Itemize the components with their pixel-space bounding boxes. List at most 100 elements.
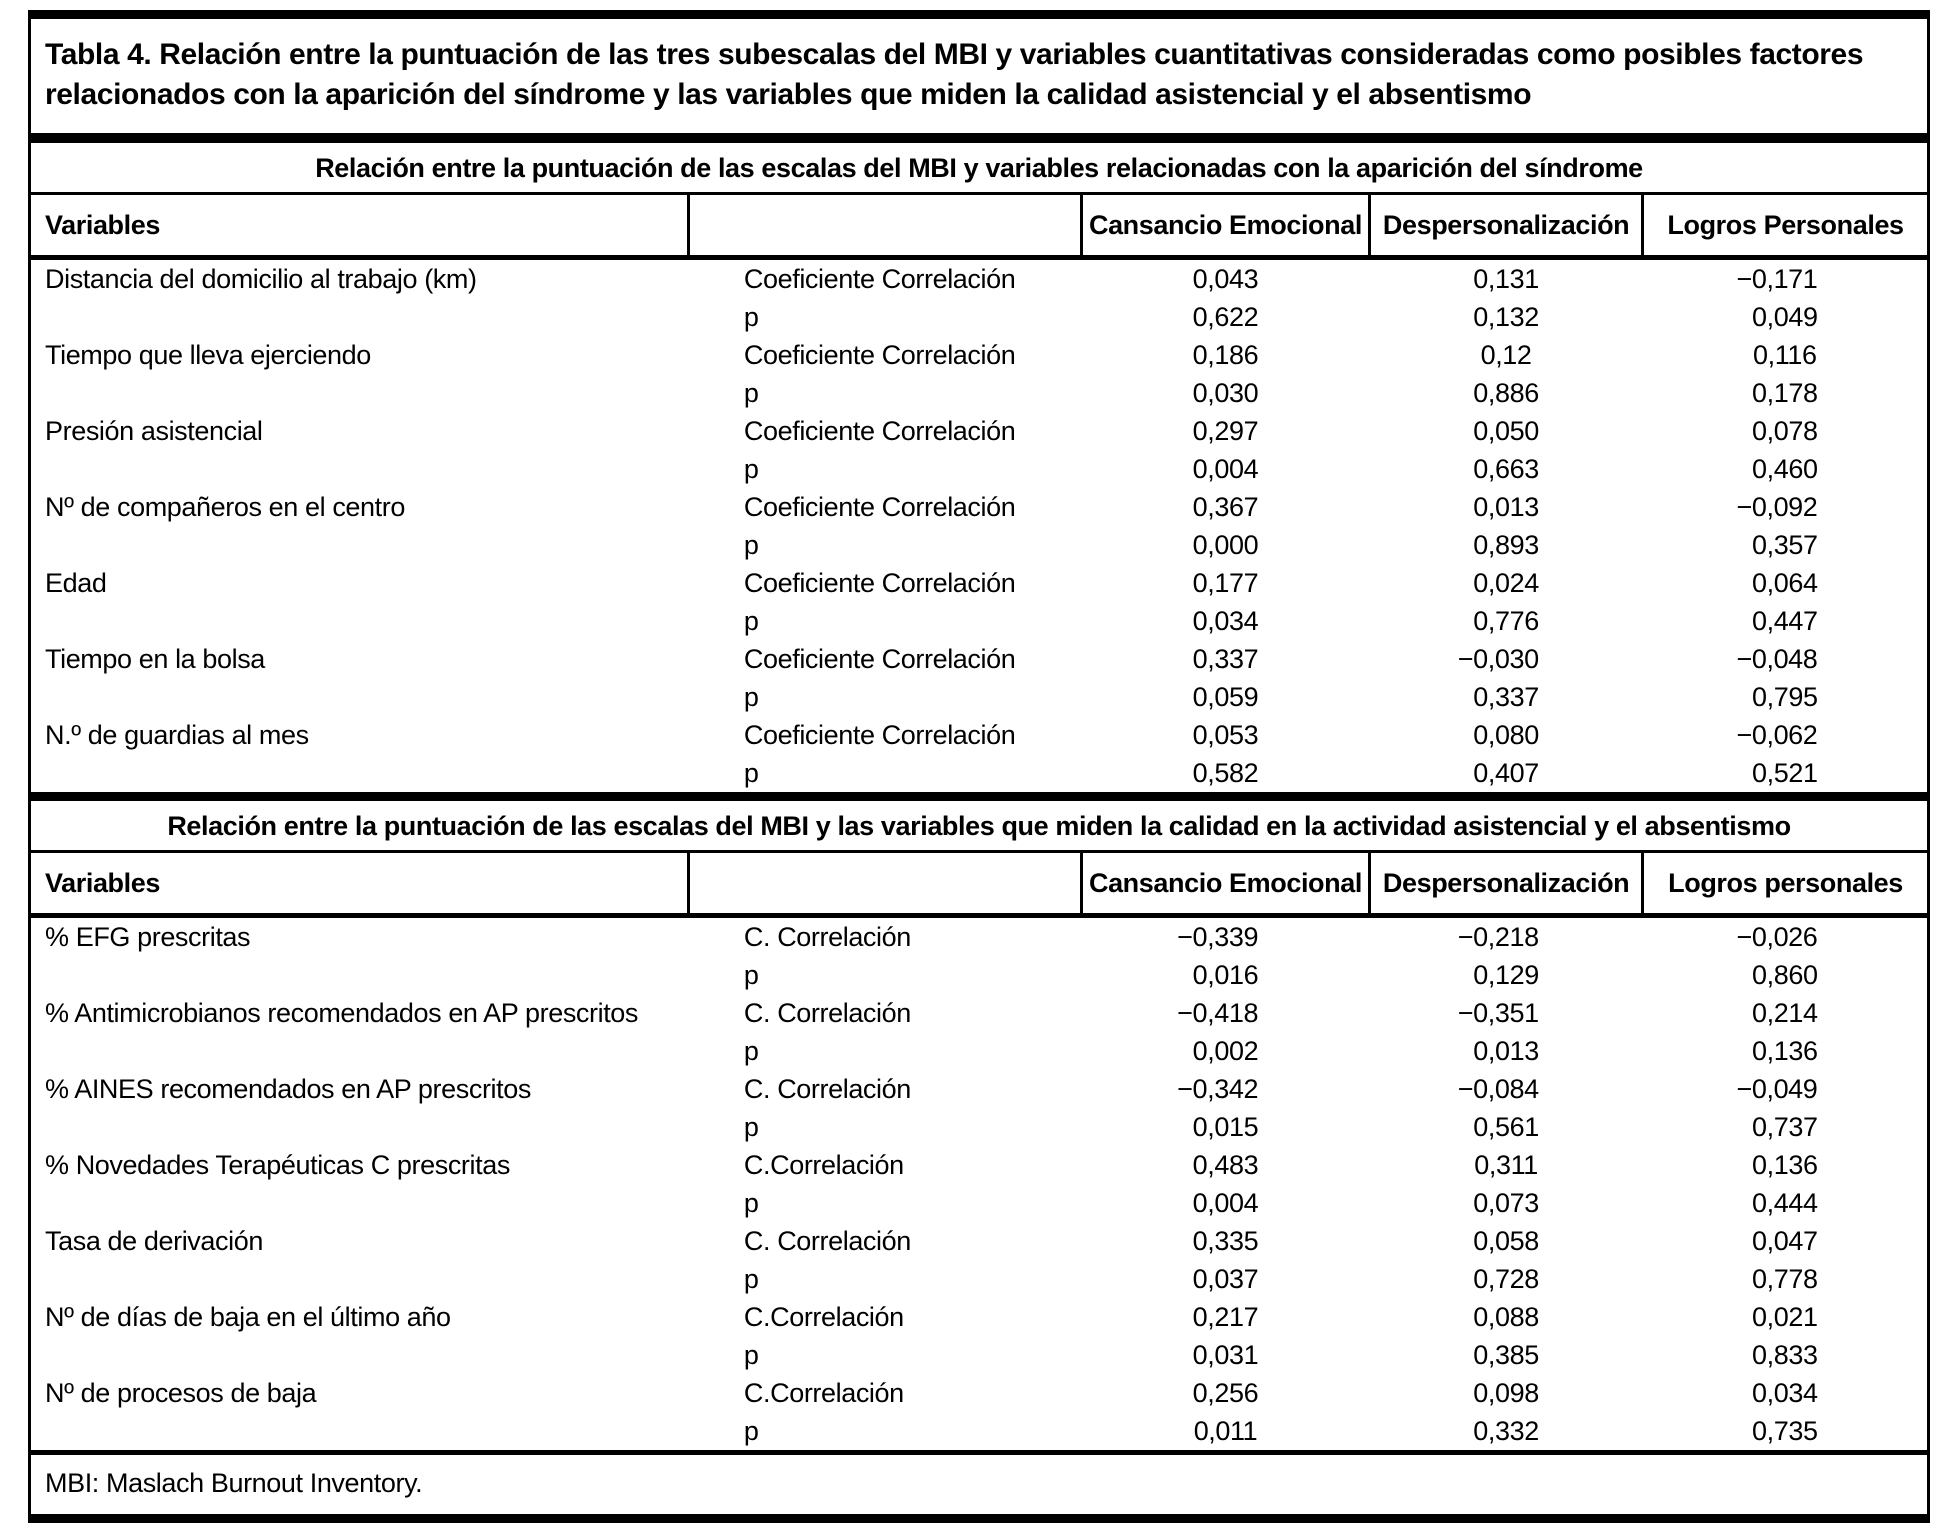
- value-despersonalizacion: 0,098: [1370, 1374, 1643, 1412]
- statistic-label-text: p: [743, 1415, 759, 1446]
- value-cansancio-emocional-text: −0,342: [1177, 1073, 1259, 1104]
- value-logros-personales-text: 0,021: [1752, 1301, 1818, 1332]
- value-despersonalizacion: 0,886: [1370, 374, 1643, 412]
- value-despersonalizacion-text: 0,088: [1473, 1301, 1539, 1332]
- value-despersonalizacion: −0,084: [1370, 1070, 1643, 1108]
- variable-label: [31, 1260, 689, 1298]
- value-logros-personales: 0,357: [1643, 526, 1927, 564]
- variable-label: % AINES recomendados en AP prescritos: [31, 1070, 689, 1108]
- section-1-body: Distancia del domicilio al trabajo (km) C…: [31, 258, 1927, 793]
- table-row: Edad Coeficiente Correlación 0,177 0,024 0,0…: [31, 564, 1927, 602]
- value-cansancio-emocional: −0,418: [1081, 994, 1369, 1032]
- column-header-variables: Variables: [45, 867, 160, 898]
- table-row: Presión asistencial Coeficiente Correlaci…: [31, 412, 1927, 450]
- statistic-label-text: p: [743, 1111, 759, 1142]
- value-cansancio-emocional-text: 0,622: [1192, 301, 1259, 332]
- value-cansancio-emocional-text: 0,015: [1192, 1111, 1259, 1142]
- value-logros-personales-text: 0,034: [1752, 1377, 1818, 1408]
- variable-label-text: Tiempo que lleva ejerciendo: [45, 339, 371, 370]
- variable-label: Tasa de derivación: [31, 1222, 689, 1260]
- value-logros-personales: 0,778: [1643, 1260, 1927, 1298]
- value-despersonalizacion: 0,663: [1370, 450, 1643, 488]
- statistic-label-text: C.Correlación: [743, 1377, 904, 1408]
- value-cansancio-emocional-text: 0,582: [1192, 757, 1259, 788]
- value-logros-personales: 0,214: [1643, 994, 1927, 1032]
- variable-label: Nº de días de baja en el último año: [31, 1298, 689, 1336]
- value-logros-personales-text: −0,062: [1736, 719, 1818, 750]
- statistic-label-text: p: [743, 1035, 759, 1066]
- variable-label: [31, 450, 689, 488]
- statistic-label: p: [689, 374, 1081, 412]
- statistic-label: C. Correlación: [689, 1070, 1081, 1108]
- statistic-label: p: [689, 754, 1081, 792]
- variable-label: [31, 602, 689, 640]
- section-divider-rule: [28, 792, 1930, 802]
- value-despersonalizacion-text: 0,050: [1473, 415, 1539, 446]
- variable-label: [31, 374, 689, 412]
- variable-label: [31, 1108, 689, 1146]
- table-row: % EFG prescritas C. Correlación −0,339 −0,2…: [31, 916, 1927, 957]
- variable-label-text: Nº de procesos de baja: [45, 1377, 317, 1408]
- value-despersonalizacion-text: 0,663: [1473, 453, 1539, 484]
- variable-label: [31, 1412, 689, 1450]
- value-logros-personales: 0,178: [1643, 374, 1927, 412]
- value-despersonalizacion: 0,893: [1370, 526, 1643, 564]
- value-cansancio-emocional-text: 0,000: [1192, 529, 1259, 560]
- variable-label: Distancia del domicilio al trabajo (km): [31, 258, 689, 299]
- table-footnote: MBI: Maslach Burnout Inventory.: [45, 1468, 423, 1499]
- section-1-subtitle: Relación entre la puntuación de las esca…: [315, 153, 1643, 184]
- statistic-label-text: p: [743, 681, 759, 712]
- value-logros-personales: 0,136: [1643, 1032, 1927, 1070]
- value-logros-personales-text: 0,047: [1752, 1225, 1818, 1256]
- value-logros-personales: 0,136: [1643, 1146, 1927, 1184]
- table-row: p 0,059 0,337 0,795: [31, 678, 1927, 716]
- statistic-label-text: C.Correlación: [743, 1149, 904, 1180]
- variable-label-text: Nº de días de baja en el último año: [45, 1301, 451, 1332]
- statistic-label-text: p: [743, 1339, 759, 1370]
- table-row: p 0,582 0,407 0,521: [31, 754, 1927, 792]
- value-logros-personales: 0,447: [1643, 602, 1927, 640]
- value-cansancio-emocional: 0,011: [1081, 1412, 1369, 1450]
- value-logros-personales: 0,860: [1643, 956, 1927, 994]
- value-cansancio-emocional: 0,622: [1081, 298, 1369, 336]
- table-row: Nº de procesos de baja C.Correlación 0,256…: [31, 1374, 1927, 1412]
- statistic-label: Coeficiente Correlación: [689, 716, 1081, 754]
- value-logros-personales: −0,062: [1643, 716, 1927, 754]
- column-header-empty: [687, 193, 1082, 258]
- variable-label: N.º de guardias al mes: [31, 716, 689, 754]
- value-logros-personales: 0,521: [1643, 754, 1927, 792]
- value-logros-personales-text: 0,735: [1752, 1415, 1818, 1446]
- statistic-label-text: p: [743, 1187, 759, 1218]
- value-logros-personales: 0,737: [1643, 1108, 1927, 1146]
- statistic-label-text: p: [743, 529, 759, 560]
- statistic-label: C.Correlación: [689, 1146, 1081, 1184]
- column-header-variables: Variables: [45, 209, 160, 240]
- variable-label: [31, 754, 689, 792]
- value-logros-personales-text: 0,136: [1752, 1149, 1818, 1180]
- title-bottom-rule: [28, 133, 1930, 144]
- value-cansancio-emocional: 0,015: [1081, 1108, 1369, 1146]
- value-logros-personales-text: 0,860: [1752, 959, 1818, 990]
- variable-label-text: Edad: [45, 567, 107, 598]
- value-cansancio-emocional: 0,186: [1081, 336, 1369, 374]
- value-despersonalizacion-text: 0,561: [1473, 1111, 1539, 1142]
- value-cansancio-emocional-text: 0,297: [1192, 415, 1259, 446]
- statistic-label: C.Correlación: [689, 1298, 1081, 1336]
- value-cansancio-emocional-text: 0,004: [1192, 453, 1259, 484]
- statistic-label-text: p: [743, 453, 759, 484]
- value-logros-personales-text: −0,048: [1736, 643, 1818, 674]
- value-logros-personales: −0,026: [1643, 916, 1927, 957]
- value-logros-personales-text: 0,049: [1752, 301, 1818, 332]
- value-cansancio-emocional-text: 0,030: [1192, 377, 1259, 408]
- value-despersonalizacion: −0,351: [1370, 994, 1643, 1032]
- value-cansancio-emocional: 0,004: [1081, 450, 1369, 488]
- value-logros-personales: −0,171: [1643, 258, 1927, 299]
- value-despersonalizacion: 0,088: [1370, 1298, 1643, 1336]
- variable-label: [31, 298, 689, 336]
- value-cansancio-emocional-text: 0,016: [1192, 959, 1259, 990]
- statistic-label-text: p: [743, 301, 759, 332]
- value-logros-personales-text: 0,778: [1752, 1263, 1818, 1294]
- value-logros-personales-text: −0,049: [1736, 1073, 1818, 1104]
- table-row: % AINES recomendados en AP prescritos C. …: [31, 1070, 1927, 1108]
